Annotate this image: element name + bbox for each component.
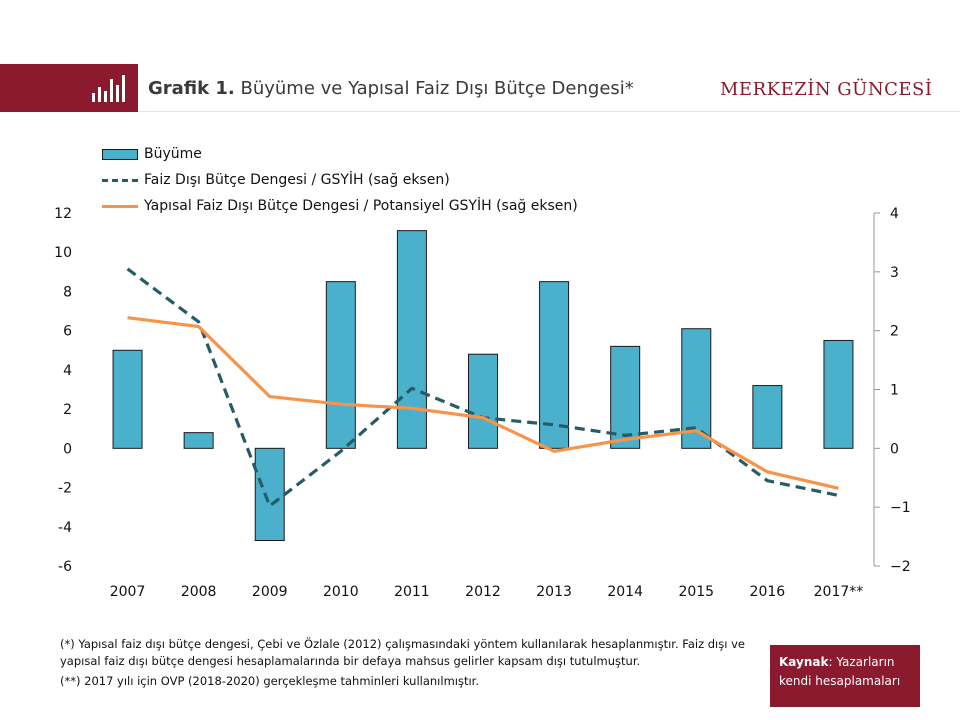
footnote-2: (**) 2017 yılı için OVP (2018-2020) gerç… xyxy=(60,674,479,688)
growth-bar xyxy=(823,339,854,449)
left-tick-label: -6 xyxy=(58,559,72,575)
left-tick-label: -2 xyxy=(58,481,72,497)
x-tick-label: 2008 xyxy=(181,584,217,600)
legend-label-growth: Büyüme xyxy=(144,146,202,162)
right-tick-label: 0 xyxy=(890,441,899,457)
footnotes: (*) Yapısal faiz dışı bütçe dengesi, Çeb… xyxy=(60,636,760,690)
x-tick-label: 2009 xyxy=(252,584,288,600)
x-tick-label: 2010 xyxy=(323,584,359,600)
legend-item-primary-balance: Faiz Dışı Bütçe Dengesi / GSYİH (sağ eks… xyxy=(102,167,578,193)
growth-bar xyxy=(610,345,641,449)
right-y-axis: −2 −1 0 1 2 3 4 xyxy=(873,206,911,575)
right-tick-label: 1 xyxy=(890,383,899,399)
growth-bar xyxy=(396,230,427,449)
x-tick-label: 2013 xyxy=(536,584,572,600)
legend-swatch-solid xyxy=(102,204,138,208)
x-tick-label: 2015 xyxy=(678,584,714,600)
legend-label-structural-balance: Yapısal Faiz Dışı Bütçe Dengesi / Potans… xyxy=(144,198,578,214)
legend-swatch-dashed xyxy=(102,178,138,182)
x-tick-label: 2016 xyxy=(750,584,786,600)
structural-balance-line xyxy=(127,316,839,490)
title-text: Büyüme ve Yapısal Faiz Dışı Bütçe Denges… xyxy=(240,78,634,99)
growth-bar xyxy=(254,447,285,542)
header-band xyxy=(0,64,138,112)
chart-legend: Büyüme Faiz Dışı Bütçe Dengesi / GSYİH (… xyxy=(102,141,578,219)
x-tick-label: 2011 xyxy=(394,584,430,600)
right-tick-label: −1 xyxy=(890,500,911,516)
x-tick-label: 2014 xyxy=(607,584,643,600)
growth-bars xyxy=(112,230,854,542)
chart-title: Grafik 1. Büyüme ve Yapısal Faiz Dışı Bü… xyxy=(148,78,634,99)
source-label: Kaynak xyxy=(779,655,829,669)
source-box: Kaynak: Yazarların kendi hesaplamaları xyxy=(770,645,920,707)
footnote-1: (*) Yapısal faiz dışı bütçe dengesi, Çeb… xyxy=(60,637,745,668)
header-divider xyxy=(138,111,960,112)
left-tick-label: 2 xyxy=(63,402,72,418)
legend-item-structural-balance: Yapısal Faiz Dışı Bütçe Dengesi / Potans… xyxy=(102,193,578,219)
growth-bar xyxy=(752,385,783,449)
left-tick-label: -4 xyxy=(58,520,72,536)
legend-item-growth: Büyüme xyxy=(102,141,578,167)
growth-bar xyxy=(325,281,356,449)
x-tick-label: 2012 xyxy=(465,584,501,600)
left-tick-label: 4 xyxy=(63,363,72,379)
bar-chart-icon xyxy=(92,75,125,102)
growth-bar xyxy=(539,281,570,449)
right-tick-label: −2 xyxy=(890,559,911,575)
left-tick-label: 0 xyxy=(63,441,72,457)
growth-bar xyxy=(468,353,498,449)
brand-name: MERKEZİN GÜNCESİ xyxy=(720,79,933,100)
growth-bar xyxy=(112,349,143,449)
x-tick-label: 2017** xyxy=(814,584,864,600)
left-tick-label: 6 xyxy=(63,324,72,340)
source-text: : Yazarların kendi hesaplamaları xyxy=(779,655,901,688)
growth-bar xyxy=(183,432,214,449)
left-tick-label: 10 xyxy=(54,245,72,261)
x-tick-label: 2007 xyxy=(110,584,146,600)
legend-swatch-bar xyxy=(102,148,138,160)
legend-label-primary-balance: Faiz Dışı Bütçe Dengesi / GSYİH (sağ eks… xyxy=(144,172,450,188)
right-tick-label: 4 xyxy=(890,206,899,222)
left-tick-label: 12 xyxy=(54,206,72,222)
right-tick-label: 2 xyxy=(890,324,899,340)
x-axis-labels: 2007 2008 2009 2010 2011 2012 2013 2014 2015 2016… xyxy=(110,584,864,600)
left-tick-label: 8 xyxy=(63,284,72,300)
right-tick-label: 3 xyxy=(890,265,899,281)
budget-lines xyxy=(126,267,839,508)
left-y-axis: -6 -4 -2 0 2 4 6 8 10 12 xyxy=(54,206,72,575)
title-prefix: Grafik 1. xyxy=(148,78,235,99)
